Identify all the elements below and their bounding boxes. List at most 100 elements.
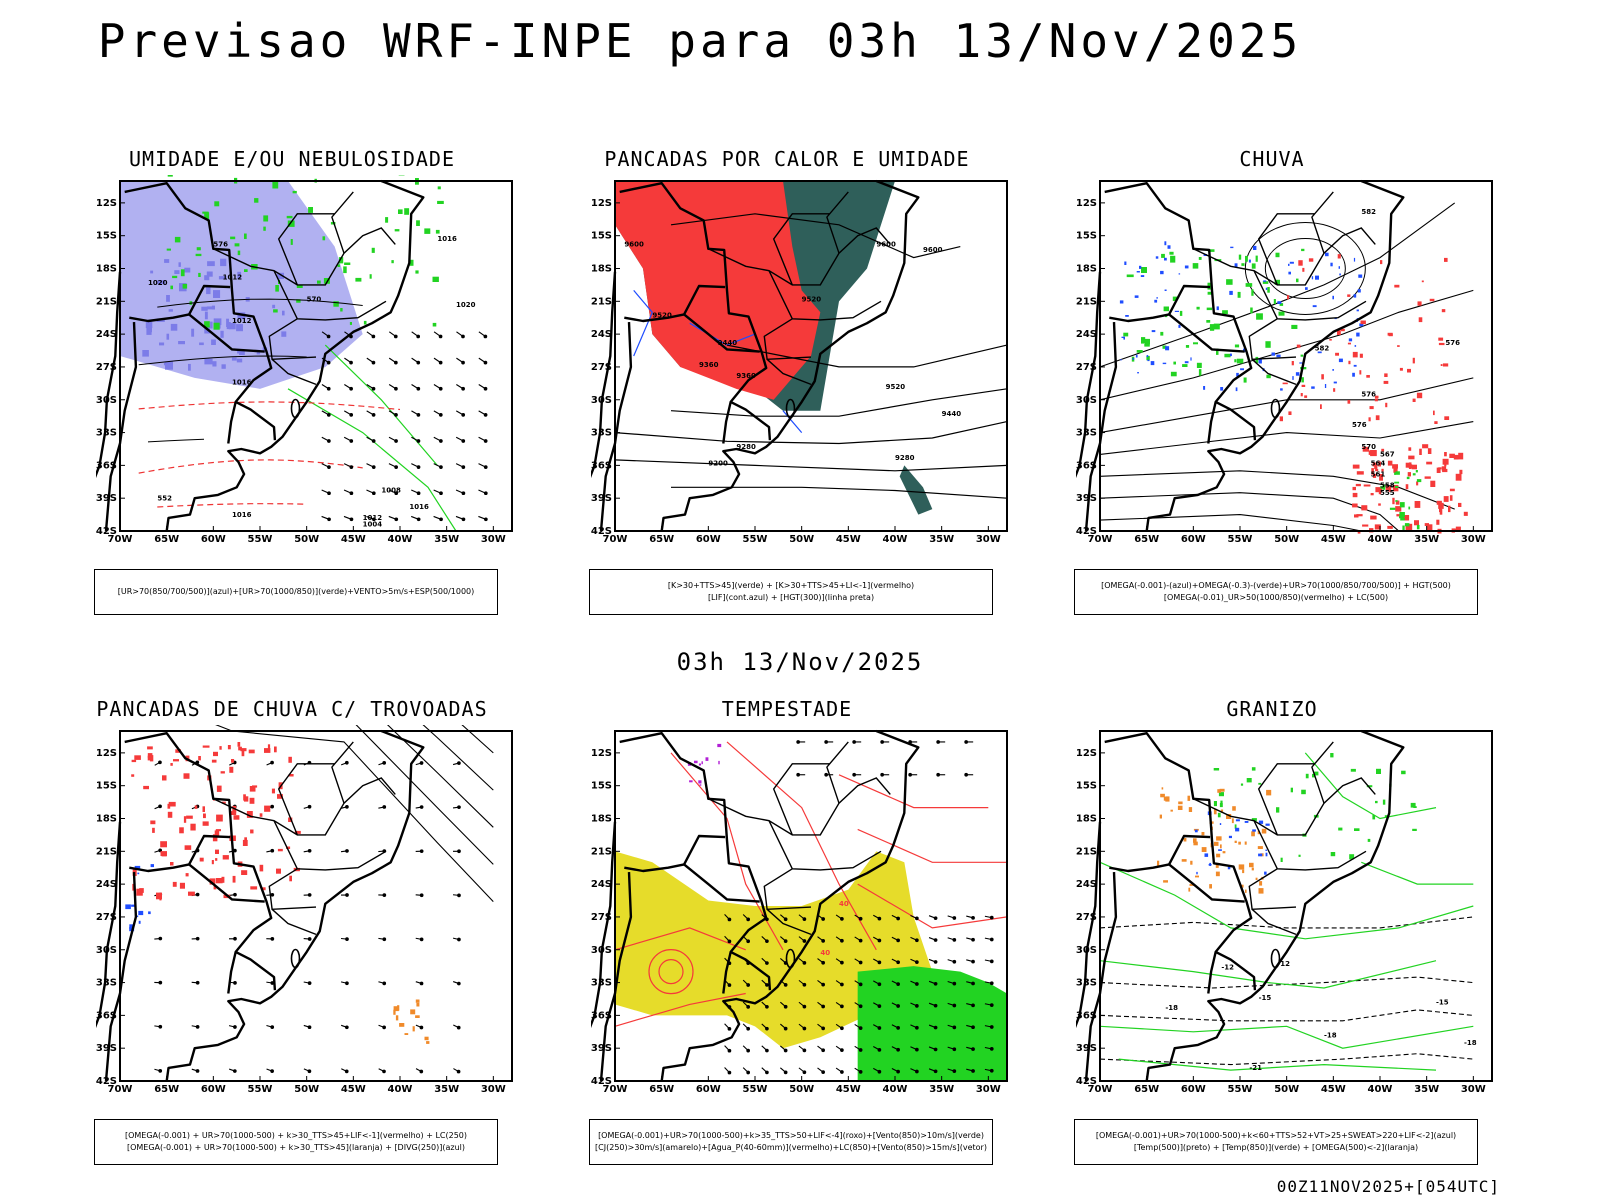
wind-vector-head <box>952 1047 957 1052</box>
omega-moderate-cell <box>1301 248 1305 252</box>
wind-vector-head <box>821 917 825 921</box>
thunderstorm-red-cell <box>271 788 275 794</box>
lon-tick-label: 50W <box>1274 1084 1299 1095</box>
wind-vector-head <box>964 772 969 777</box>
wind-vector-head <box>933 916 938 921</box>
omega-moderate-cell <box>1192 263 1199 269</box>
lat-tick-label: 39S <box>591 493 612 504</box>
frontal-rain-cell <box>1370 450 1377 457</box>
panel-title: GRANIZO <box>1226 697 1318 721</box>
omega-orange-cell <box>1238 864 1245 870</box>
frontal-rain-cell <box>1396 514 1401 517</box>
legend-line: [K>30+TTS>45](verde) + [K>30+TTS>45+LI<-… <box>667 581 915 590</box>
thunderstorm-red-cell <box>216 814 223 822</box>
omega-weak-cell <box>1135 354 1138 358</box>
thickness-contours-line <box>138 459 363 474</box>
country-borders <box>96 729 425 1082</box>
frontal-rain <box>1352 444 1468 534</box>
rain-red-cell <box>1302 267 1305 272</box>
frontal-omega-cell <box>1408 506 1411 510</box>
humidity-dense-cell <box>277 272 284 279</box>
omega-moderate-cell <box>1172 296 1178 301</box>
omega-moderate-cell <box>1179 310 1183 316</box>
thunderstorm-red-cell <box>152 827 155 833</box>
green-humidity-cell <box>275 285 279 292</box>
lon-tick-label: 60W <box>1181 534 1206 545</box>
state-borders <box>708 191 891 386</box>
thunderstorm-red-cell <box>259 813 263 817</box>
wind-vector-head <box>326 334 331 339</box>
storm-purple-cell <box>698 763 701 766</box>
omega-weak-cell <box>1160 270 1164 275</box>
hail-blue-cell <box>1258 820 1264 824</box>
green-humidity-cell <box>343 266 347 274</box>
state-border <box>766 358 812 386</box>
rain-red-cell <box>1380 260 1383 265</box>
temp-850-detail-cell <box>1354 828 1360 831</box>
omega-weak-cell <box>1276 354 1281 358</box>
wind-vector-head <box>326 386 331 391</box>
omega-weak-cell <box>1155 256 1159 259</box>
humidity-dense-cell <box>211 339 216 345</box>
frontal-omega <box>1380 470 1422 531</box>
humidity-dense-cell <box>237 350 244 354</box>
humidity-dense-cell <box>204 275 210 281</box>
thunderstorm-red-cell <box>212 834 218 842</box>
contour-label: 552 <box>157 494 172 502</box>
storm-purple-cell <box>698 780 702 784</box>
contour-label: 1016 <box>409 503 429 511</box>
omega-weak-cell <box>1150 361 1155 366</box>
frontal-rain-cell <box>1405 484 1409 490</box>
lat-tick-label: 15S <box>1076 781 1097 792</box>
green-humidity-cell <box>244 233 247 239</box>
lat-tick-label: 21S <box>1076 296 1097 307</box>
humidity-dense-cell <box>165 361 173 370</box>
wind-vector-head <box>349 517 354 522</box>
thunderstorm-red-cell <box>160 841 167 848</box>
temp-850-detail-cell <box>1314 771 1319 776</box>
rain-red-cell <box>1388 333 1393 337</box>
jet-stream-area <box>615 851 933 1049</box>
temp-850-detail-cell <box>1234 824 1237 829</box>
omega-weak-cell <box>1353 294 1357 298</box>
wind-vector-head <box>952 959 957 964</box>
omega-moderate-cell <box>1255 255 1258 262</box>
omega-weak-cell <box>1234 263 1238 268</box>
thunderstorm-red-cell <box>222 801 226 804</box>
frontal-rain-cell <box>1352 492 1358 498</box>
lon-tick-label: 45W <box>341 1084 366 1095</box>
lat-tick-label: 12S <box>96 198 117 209</box>
frontal-rain-cell <box>1356 514 1363 517</box>
frontal-rain-cell <box>1408 455 1415 460</box>
frontal-omega-cell <box>1399 502 1405 508</box>
omega-orange-cell <box>1214 841 1219 846</box>
omega-moderate-cell <box>1198 369 1202 376</box>
rain-red-cell <box>1335 352 1339 356</box>
west-coastline <box>591 821 617 1029</box>
wind-vector-head <box>971 937 975 942</box>
omega-weak-cell <box>1162 362 1167 365</box>
omega-orange-cell <box>1157 860 1160 866</box>
frontal-rain-cell <box>1370 515 1377 520</box>
omega-moderate-cell <box>1206 307 1213 311</box>
omega-weak-cell <box>1288 271 1291 275</box>
frontal-rain-cell <box>1436 467 1441 473</box>
green-humidity-cell <box>182 283 188 289</box>
wind-vector-head <box>327 491 331 496</box>
green-humidity-cell <box>391 260 394 264</box>
wind-vector-head <box>971 1025 975 1030</box>
state-border <box>1251 908 1297 936</box>
contour-label: 555 <box>1380 489 1395 497</box>
lat-tick-label: 42S <box>591 1076 612 1087</box>
contour-label: 1012 <box>232 317 252 325</box>
lagoa-dos-patos <box>1270 948 1281 969</box>
green-humidity-cell <box>409 259 414 266</box>
wind-vector-head <box>382 937 387 942</box>
wind-vector-head <box>483 360 488 365</box>
lon-tick-label: 60W <box>696 534 721 545</box>
thunderstorm-red-cell <box>202 806 205 812</box>
omega-moderate-cell <box>1213 323 1220 330</box>
wind-vector-head <box>783 1070 788 1075</box>
wind-vector-head <box>858 938 863 943</box>
panel-title: PANCADAS DE CHUVA C/ TROVOADAS <box>96 697 488 721</box>
